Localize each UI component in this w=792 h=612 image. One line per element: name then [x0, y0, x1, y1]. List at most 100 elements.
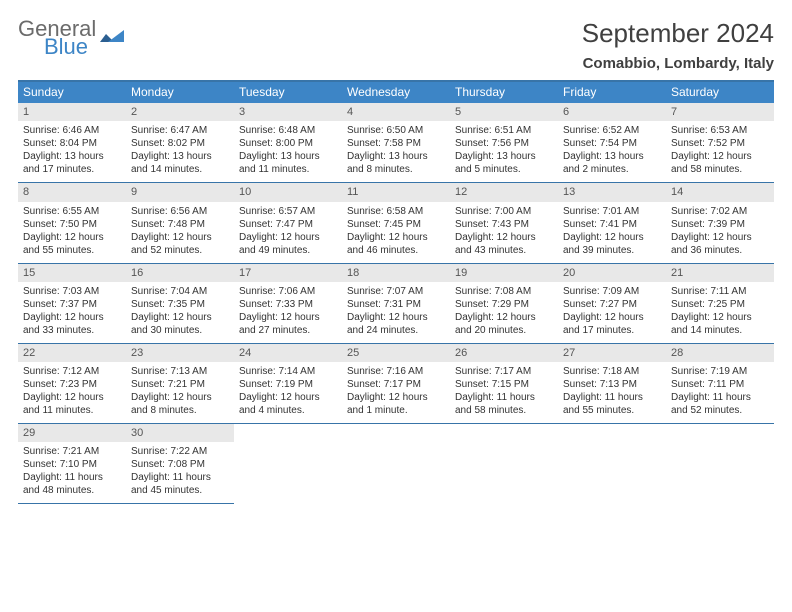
day-sunrise: Sunrise: 6:58 AM [347, 205, 445, 218]
logo: General Blue [18, 18, 126, 58]
day-cell: 17Sunrise: 7:06 AMSunset: 7:33 PMDayligh… [234, 264, 342, 343]
day-body: Sunrise: 7:19 AMSunset: 7:11 PMDaylight:… [666, 362, 774, 423]
day-header-friday: Friday [558, 82, 666, 103]
day-number: 22 [18, 344, 126, 362]
day-sunrise: Sunrise: 7:21 AM [23, 445, 121, 458]
day-daylight: Daylight: 12 hours and 4 minutes. [239, 391, 337, 417]
header: General Blue September 2024 Comabbio, Lo… [18, 18, 774, 72]
day-sunset: Sunset: 8:04 PM [23, 137, 121, 150]
day-number: 17 [234, 264, 342, 282]
day-number: 30 [126, 424, 234, 442]
day-cell: 14Sunrise: 7:02 AMSunset: 7:39 PMDayligh… [666, 183, 774, 262]
day-sunset: Sunset: 7:54 PM [563, 137, 661, 150]
day-header-tuesday: Tuesday [234, 82, 342, 103]
day-header-wednesday: Wednesday [342, 82, 450, 103]
day-sunset: Sunset: 7:47 PM [239, 218, 337, 231]
day-header-sunday: Sunday [18, 82, 126, 103]
day-cell: 30Sunrise: 7:22 AMSunset: 7:08 PMDayligh… [126, 424, 234, 504]
day-sunrise: Sunrise: 7:17 AM [455, 365, 553, 378]
day-daylight: Daylight: 13 hours and 5 minutes. [455, 150, 553, 176]
day-cell: 20Sunrise: 7:09 AMSunset: 7:27 PMDayligh… [558, 264, 666, 343]
week-row: 1Sunrise: 6:46 AMSunset: 8:04 PMDaylight… [18, 103, 774, 183]
day-sunrise: Sunrise: 6:47 AM [131, 124, 229, 137]
day-cell: 1Sunrise: 6:46 AMSunset: 8:04 PMDaylight… [18, 103, 126, 182]
day-sunrise: Sunrise: 7:08 AM [455, 285, 553, 298]
day-sunset: Sunset: 7:41 PM [563, 218, 661, 231]
day-number: 15 [18, 264, 126, 282]
weeks-container: 1Sunrise: 6:46 AMSunset: 8:04 PMDaylight… [18, 103, 774, 504]
day-number: 12 [450, 183, 558, 201]
day-body: Sunrise: 7:09 AMSunset: 7:27 PMDaylight:… [558, 282, 666, 343]
day-cell: 2Sunrise: 6:47 AMSunset: 8:02 PMDaylight… [126, 103, 234, 182]
day-number: 3 [234, 103, 342, 121]
day-body: Sunrise: 7:08 AMSunset: 7:29 PMDaylight:… [450, 282, 558, 343]
day-sunset: Sunset: 7:23 PM [23, 378, 121, 391]
day-daylight: Daylight: 12 hours and 46 minutes. [347, 231, 445, 257]
day-body: Sunrise: 7:02 AMSunset: 7:39 PMDaylight:… [666, 202, 774, 263]
day-daylight: Daylight: 12 hours and 49 minutes. [239, 231, 337, 257]
day-header-saturday: Saturday [666, 82, 774, 103]
day-cell: 27Sunrise: 7:18 AMSunset: 7:13 PMDayligh… [558, 344, 666, 423]
day-daylight: Daylight: 12 hours and 39 minutes. [563, 231, 661, 257]
day-number: 16 [126, 264, 234, 282]
day-number: 26 [450, 344, 558, 362]
day-sunrise: Sunrise: 7:01 AM [563, 205, 661, 218]
day-body: Sunrise: 6:47 AMSunset: 8:02 PMDaylight:… [126, 121, 234, 182]
day-body: Sunrise: 6:51 AMSunset: 7:56 PMDaylight:… [450, 121, 558, 182]
day-cell: 5Sunrise: 6:51 AMSunset: 7:56 PMDaylight… [450, 103, 558, 182]
day-sunset: Sunset: 7:48 PM [131, 218, 229, 231]
day-daylight: Daylight: 13 hours and 8 minutes. [347, 150, 445, 176]
day-sunrise: Sunrise: 6:53 AM [671, 124, 769, 137]
day-cell: 22Sunrise: 7:12 AMSunset: 7:23 PMDayligh… [18, 344, 126, 423]
day-sunset: Sunset: 7:33 PM [239, 298, 337, 311]
day-cell: 4Sunrise: 6:50 AMSunset: 7:58 PMDaylight… [342, 103, 450, 182]
day-sunset: Sunset: 8:02 PM [131, 137, 229, 150]
day-daylight: Daylight: 12 hours and 33 minutes. [23, 311, 121, 337]
day-body: Sunrise: 7:17 AMSunset: 7:15 PMDaylight:… [450, 362, 558, 423]
day-sunset: Sunset: 7:37 PM [23, 298, 121, 311]
day-sunrise: Sunrise: 6:50 AM [347, 124, 445, 137]
day-sunrise: Sunrise: 6:57 AM [239, 205, 337, 218]
day-number: 7 [666, 103, 774, 121]
day-number: 14 [666, 183, 774, 201]
day-body: Sunrise: 7:07 AMSunset: 7:31 PMDaylight:… [342, 282, 450, 343]
day-number: 6 [558, 103, 666, 121]
day-sunset: Sunset: 7:15 PM [455, 378, 553, 391]
empty-cell [342, 424, 450, 504]
day-body: Sunrise: 7:14 AMSunset: 7:19 PMDaylight:… [234, 362, 342, 423]
calendar-page: General Blue September 2024 Comabbio, Lo… [0, 0, 792, 504]
empty-cell [666, 424, 774, 504]
day-cell: 18Sunrise: 7:07 AMSunset: 7:31 PMDayligh… [342, 264, 450, 343]
day-number: 1 [18, 103, 126, 121]
title-block: September 2024 Comabbio, Lombardy, Italy [582, 18, 774, 72]
day-daylight: Daylight: 11 hours and 52 minutes. [671, 391, 769, 417]
day-body: Sunrise: 7:22 AMSunset: 7:08 PMDaylight:… [126, 442, 234, 503]
day-sunrise: Sunrise: 6:46 AM [23, 124, 121, 137]
week-row: 29Sunrise: 7:21 AMSunset: 7:10 PMDayligh… [18, 424, 774, 504]
day-sunset: Sunset: 7:35 PM [131, 298, 229, 311]
day-number: 25 [342, 344, 450, 362]
day-body: Sunrise: 6:58 AMSunset: 7:45 PMDaylight:… [342, 202, 450, 263]
day-sunset: Sunset: 7:19 PM [239, 378, 337, 391]
day-number: 19 [450, 264, 558, 282]
day-cell: 26Sunrise: 7:17 AMSunset: 7:15 PMDayligh… [450, 344, 558, 423]
day-daylight: Daylight: 13 hours and 14 minutes. [131, 150, 229, 176]
day-number: 5 [450, 103, 558, 121]
day-sunset: Sunset: 7:43 PM [455, 218, 553, 231]
day-sunset: Sunset: 7:11 PM [671, 378, 769, 391]
day-body: Sunrise: 6:46 AMSunset: 8:04 PMDaylight:… [18, 121, 126, 182]
day-body: Sunrise: 7:06 AMSunset: 7:33 PMDaylight:… [234, 282, 342, 343]
day-body: Sunrise: 6:52 AMSunset: 7:54 PMDaylight:… [558, 121, 666, 182]
week-row: 15 Sunrise: 7:03 AMSunset: 7:37 PMDayligh… [18, 264, 774, 344]
day-body: Sunrise: 6:50 AMSunset: 7:58 PMDaylight:… [342, 121, 450, 182]
logo-text: General Blue [18, 18, 96, 58]
day-sunset: Sunset: 7:21 PM [131, 378, 229, 391]
day-body: Sunrise: 6:48 AMSunset: 8:00 PMDaylight:… [234, 121, 342, 182]
day-sunrise: Sunrise: 7:06 AM [239, 285, 337, 298]
day-sunset: Sunset: 8:00 PM [239, 137, 337, 150]
day-body: Sunrise: 7:18 AMSunset: 7:13 PMDaylight:… [558, 362, 666, 423]
day-sunrise: Sunrise: 7:04 AM [131, 285, 229, 298]
day-body: Sunrise: 7:04 AMSunset: 7:35 PMDaylight:… [126, 282, 234, 343]
day-cell: 29Sunrise: 7:21 AMSunset: 7:10 PMDayligh… [18, 424, 126, 504]
day-sunrise: Sunrise: 7:03 AM [23, 285, 121, 298]
